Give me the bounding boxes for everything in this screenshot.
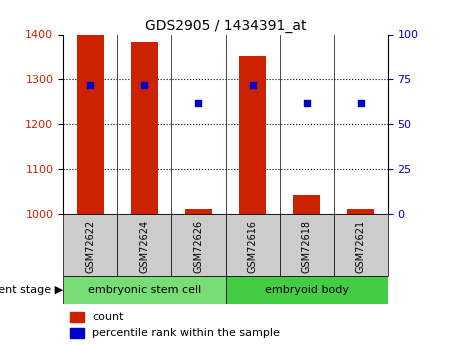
Text: GSM72618: GSM72618 (302, 220, 312, 273)
Text: embryoid body: embryoid body (265, 285, 349, 295)
Text: count: count (92, 312, 124, 322)
Point (195, 100, 202, 106)
Point (303, 100, 310, 106)
Point (141, 82, 148, 88)
Text: embryonic stem cell: embryonic stem cell (87, 285, 201, 295)
Text: development stage ▶: development stage ▶ (0, 285, 63, 295)
Bar (226, 276, 388, 304)
Text: GSM72616: GSM72616 (248, 220, 258, 273)
Text: GSM72622: GSM72622 (85, 220, 95, 273)
Text: GSM72626: GSM72626 (193, 220, 203, 273)
Bar (117, 214, 171, 276)
Bar (171, 214, 226, 276)
Bar (239, 56, 266, 214)
Point (87, 82, 94, 88)
Bar (69, 312, 84, 322)
Text: percentile rank within the sample: percentile rank within the sample (92, 328, 280, 338)
Text: GSM72624: GSM72624 (139, 220, 149, 273)
Bar (280, 214, 334, 276)
Bar (69, 328, 84, 338)
Point (357, 100, 364, 106)
Bar (347, 208, 374, 214)
Text: GSM72621: GSM72621 (356, 220, 366, 273)
Bar (63, 276, 226, 304)
Bar (293, 195, 320, 214)
Bar (131, 42, 158, 214)
Title: GDS2905 / 1434391_at: GDS2905 / 1434391_at (145, 19, 306, 33)
Bar (226, 214, 280, 276)
Bar (185, 209, 212, 214)
Bar (334, 214, 388, 276)
Point (249, 82, 256, 88)
Bar (63, 214, 117, 276)
Bar (77, 34, 104, 214)
